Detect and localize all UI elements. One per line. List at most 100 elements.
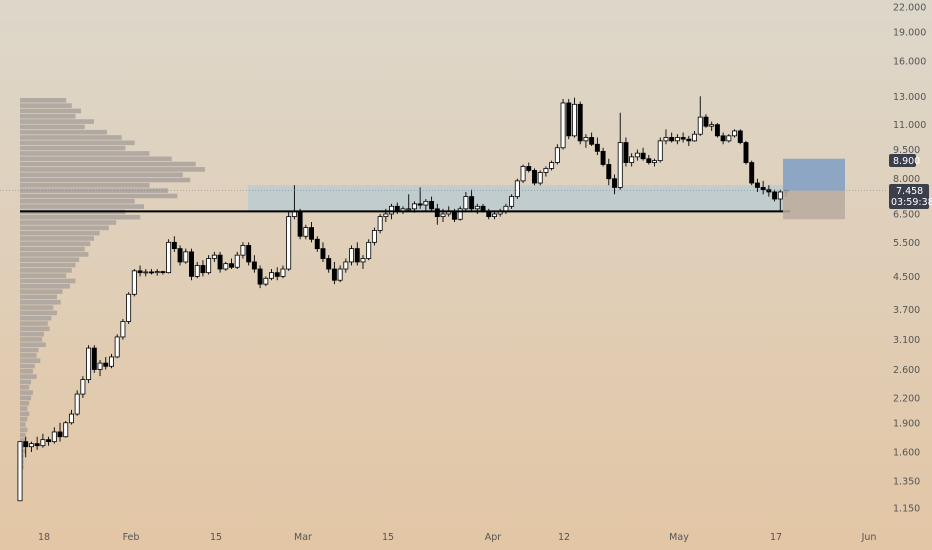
candle-body (229, 263, 234, 268)
candle-body (714, 124, 720, 137)
candle-body (389, 205, 395, 215)
volume-profile-bar (20, 135, 122, 140)
target-badge-label: 8.900 (893, 156, 920, 167)
volume-profile-bar (20, 395, 32, 401)
candle-body (114, 336, 120, 358)
price-tick-label: 2.600 (893, 365, 920, 376)
candle-body (406, 208, 412, 211)
time-tick-label: 17 (770, 532, 782, 543)
candle-body (697, 116, 703, 135)
volume-profile-bar (20, 337, 43, 342)
volume-profile-bar (20, 193, 178, 199)
candle-body (120, 321, 126, 338)
volume-profile-bar (20, 156, 172, 162)
candle-body (303, 227, 309, 237)
candle-body (514, 180, 520, 198)
price-tick-label: 22.000 (893, 3, 926, 14)
candle-body (543, 168, 549, 173)
candle-body (526, 166, 532, 171)
volume-profile-bar (20, 108, 82, 114)
candle-body (686, 138, 692, 142)
price-tick-label: 13.000 (893, 92, 926, 103)
candle-body (377, 216, 383, 231)
candle-body (74, 393, 80, 415)
candle-body (349, 248, 355, 263)
volume-profile-bar (20, 177, 191, 183)
time-tick-label: 15 (382, 532, 394, 543)
volume-profile-bar (20, 113, 76, 119)
candle-body (520, 166, 526, 182)
candle-body (640, 152, 646, 160)
candle-body (566, 102, 572, 137)
volume-profile-bar (20, 140, 135, 146)
volume-profile-bar (20, 369, 33, 374)
volume-profile-bar (20, 353, 37, 358)
volume-profile-bar (20, 183, 150, 188)
candle-body (760, 187, 766, 191)
candle-body (331, 268, 337, 281)
volume-profile-bar (20, 220, 117, 225)
candle-body (166, 241, 172, 274)
volume-profile-bar (20, 347, 39, 353)
candle-body (109, 356, 114, 367)
price-axis[interactable]: 22.000 19.000 16.000 13.000 11.000 9.500 8.000… (893, 3, 926, 515)
candle-body (28, 443, 34, 448)
candle-body (234, 254, 240, 268)
candle-body (417, 203, 423, 206)
candle-body (246, 245, 252, 263)
volume-profile-bar (20, 342, 46, 348)
candle-body (474, 205, 480, 210)
candle-body (674, 137, 680, 142)
candle-body (240, 245, 246, 256)
candle-body (274, 272, 280, 277)
candle-body (652, 160, 657, 163)
volume-profile-bar (20, 119, 94, 124)
volume-profile-bar (20, 358, 41, 364)
candle-body (777, 191, 783, 200)
volume-profile-bar (20, 230, 100, 236)
candle-body (680, 137, 686, 140)
price-tick-label: 16.000 (893, 57, 926, 68)
candle-body (669, 137, 675, 142)
volume-profile-bar (20, 257, 80, 263)
candle-body (34, 443, 40, 447)
candle-body (754, 182, 760, 188)
candle-body (572, 103, 577, 137)
time-axis[interactable]: 18 Feb 15 Mar 15 Apr 12 May 17 Jun (38, 532, 876, 543)
volume-profile-bar (20, 321, 48, 326)
target-badge (889, 154, 916, 167)
candle-body (549, 162, 555, 169)
candle-body (194, 265, 200, 277)
volume-profile-bar (20, 390, 33, 395)
volume-profile-bar (20, 384, 30, 390)
volume-profile-bar (20, 262, 76, 268)
volume-profile-bar (20, 198, 135, 204)
candle-body (309, 227, 315, 240)
candle-body (343, 261, 349, 270)
volume-profile-bar (20, 129, 107, 135)
candle-body (646, 158, 652, 163)
candle-body (612, 178, 617, 188)
candle-body (560, 102, 566, 149)
candle-body (57, 431, 63, 438)
volume-profile-bar (20, 172, 183, 178)
candle-body (103, 362, 109, 367)
volume-profile-bar (20, 241, 91, 247)
candle-body (40, 439, 46, 447)
candle-body (617, 142, 623, 188)
volume-profile-bar (20, 331, 45, 337)
candle-body (737, 130, 743, 143)
candle-body (703, 116, 709, 127)
candle-body (286, 216, 292, 270)
volume-profile-bar (20, 315, 52, 321)
candle-body (251, 261, 257, 270)
candle-body (491, 213, 497, 218)
candle-body (326, 258, 332, 270)
volume-profile-bar (20, 363, 35, 369)
candle-body (23, 441, 29, 448)
volume-profile-bar (20, 432, 26, 438)
candle-body (171, 241, 177, 250)
candle-body (589, 137, 595, 145)
